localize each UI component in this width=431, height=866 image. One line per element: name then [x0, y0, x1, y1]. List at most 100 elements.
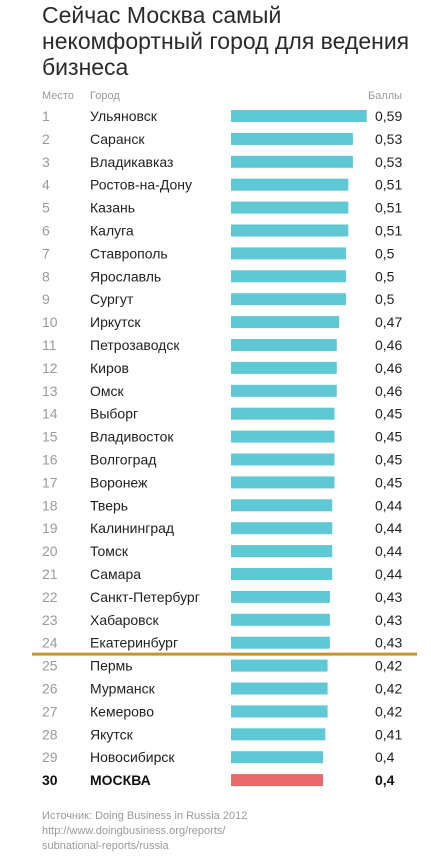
city-label: Ульяновск [90, 108, 158, 124]
bar [231, 774, 323, 787]
rank-label: 4 [42, 177, 50, 193]
value-label: 0,5 [375, 245, 395, 261]
value-label: 0,43 [375, 635, 402, 651]
value-label: 0,46 [375, 360, 402, 376]
row-7: 7 Ставрополь 0,5 [42, 245, 395, 261]
row-20: 20 Томск 0,44 [42, 543, 402, 559]
bar [231, 384, 337, 397]
city-label: МОСКВА [90, 772, 151, 788]
rank-label: 12 [42, 360, 58, 376]
bar [231, 682, 328, 695]
rank-label: 7 [42, 245, 50, 261]
bar [231, 339, 337, 351]
city-label: Тверь [90, 497, 128, 513]
bar [231, 751, 323, 764]
source-note: Источник: Doing Business in Russia 2012 … [42, 809, 247, 854]
city-label: Омск [90, 383, 125, 399]
source-line-3[interactable]: subnational-reports/russia [42, 840, 169, 852]
row-12: 12 Киров 0,46 [42, 360, 402, 376]
city-label: Волгоград [90, 452, 156, 468]
city-label: Екатеринбург [90, 635, 178, 651]
city-label: Ростов-на-Дону [90, 177, 192, 193]
rank-label: 29 [42, 749, 58, 765]
row-21: 21 Самара 0,44 [42, 566, 402, 582]
value-label: 0,45 [375, 474, 402, 490]
rank-label: 1 [42, 108, 50, 124]
rank-label: 20 [42, 543, 58, 559]
bar [231, 590, 330, 603]
row-4: 4 Ростов-на-Дону 0,51 [42, 177, 402, 193]
rank-label: 30 [42, 772, 58, 788]
bar [231, 224, 349, 237]
value-label: 0,46 [375, 337, 402, 353]
bar [231, 201, 349, 214]
bar [231, 132, 353, 145]
city-label: Калининград [90, 520, 174, 536]
city-label: Казань [90, 200, 135, 216]
value-label: 0,51 [375, 200, 402, 216]
bar [231, 178, 349, 191]
city-label: Самара [90, 566, 141, 582]
rank-label: 9 [42, 291, 50, 307]
rank-label: 18 [42, 497, 58, 513]
value-label: 0,47 [375, 314, 402, 330]
bar [231, 499, 333, 512]
value-label: 0,44 [375, 543, 402, 559]
bar [231, 728, 326, 741]
row-17: 17 Воронеж 0,45 [42, 474, 402, 490]
value-label: 0,5 [375, 291, 395, 307]
bar [231, 407, 335, 420]
row-9: 9 Сургут 0,5 [42, 291, 395, 307]
chart-title: Сейчас Москва самый некомфортный город д… [42, 2, 410, 80]
bar [231, 293, 346, 306]
row-22: 22 Санкт-Петербург 0,43 [42, 589, 402, 605]
bar [231, 522, 333, 535]
row-27: 27 Кемерово 0,42 [42, 703, 402, 719]
value-label: 0,53 [375, 131, 402, 147]
rank-label: 26 [42, 681, 58, 697]
bar [231, 476, 335, 489]
bar [231, 453, 335, 466]
value-label: 0,42 [375, 703, 402, 719]
city-label: Ставрополь [90, 245, 168, 261]
city-label: Якутск [90, 726, 134, 742]
value-label: 0,43 [375, 612, 402, 628]
value-label: 0,42 [375, 658, 402, 674]
value-label: 0,44 [375, 566, 402, 582]
bar [231, 659, 328, 672]
bar [231, 705, 328, 718]
row-18: 18 Тверь 0,44 [42, 497, 402, 513]
row-11: 11 Петрозаводск 0,46 [42, 337, 402, 353]
city-label: Томск [90, 543, 129, 559]
rank-label: 22 [42, 589, 58, 605]
rank-label: 13 [42, 383, 58, 399]
value-label: 0,51 [375, 177, 402, 193]
city-label: Калуга [90, 223, 134, 239]
city-label: Новосибирск [90, 749, 175, 765]
value-label: 0,4 [375, 749, 395, 765]
bar [231, 636, 330, 649]
bar [231, 430, 335, 443]
city-label: Воронеж [90, 474, 148, 490]
city-label: Пермь [90, 658, 133, 674]
value-label: 0,45 [375, 406, 402, 422]
row-15: 15 Владивосток 0,45 [42, 429, 402, 445]
bar [231, 545, 333, 558]
value-label: 0,42 [375, 681, 402, 697]
row-30: 30 МОСКВА 0,4 [42, 772, 395, 788]
rank-label: 19 [42, 520, 58, 536]
city-label: Киров [90, 360, 129, 376]
city-label: Саранск [90, 131, 145, 147]
rank-label: 8 [42, 268, 50, 284]
rank-label: 21 [42, 566, 58, 582]
value-label: 0,53 [375, 154, 402, 170]
rank-label: 28 [42, 726, 58, 742]
source-line-2[interactable]: http://www.doingbusiness.org/reports/ [42, 825, 226, 837]
rank-label: 25 [42, 658, 58, 674]
city-label: Ярославль [90, 268, 161, 284]
row-16: 16 Волгоград 0,45 [42, 452, 402, 468]
bar [231, 316, 340, 329]
rank-label: 17 [42, 474, 58, 490]
row-1: 1 Ульяновск 0,59 [42, 108, 402, 124]
